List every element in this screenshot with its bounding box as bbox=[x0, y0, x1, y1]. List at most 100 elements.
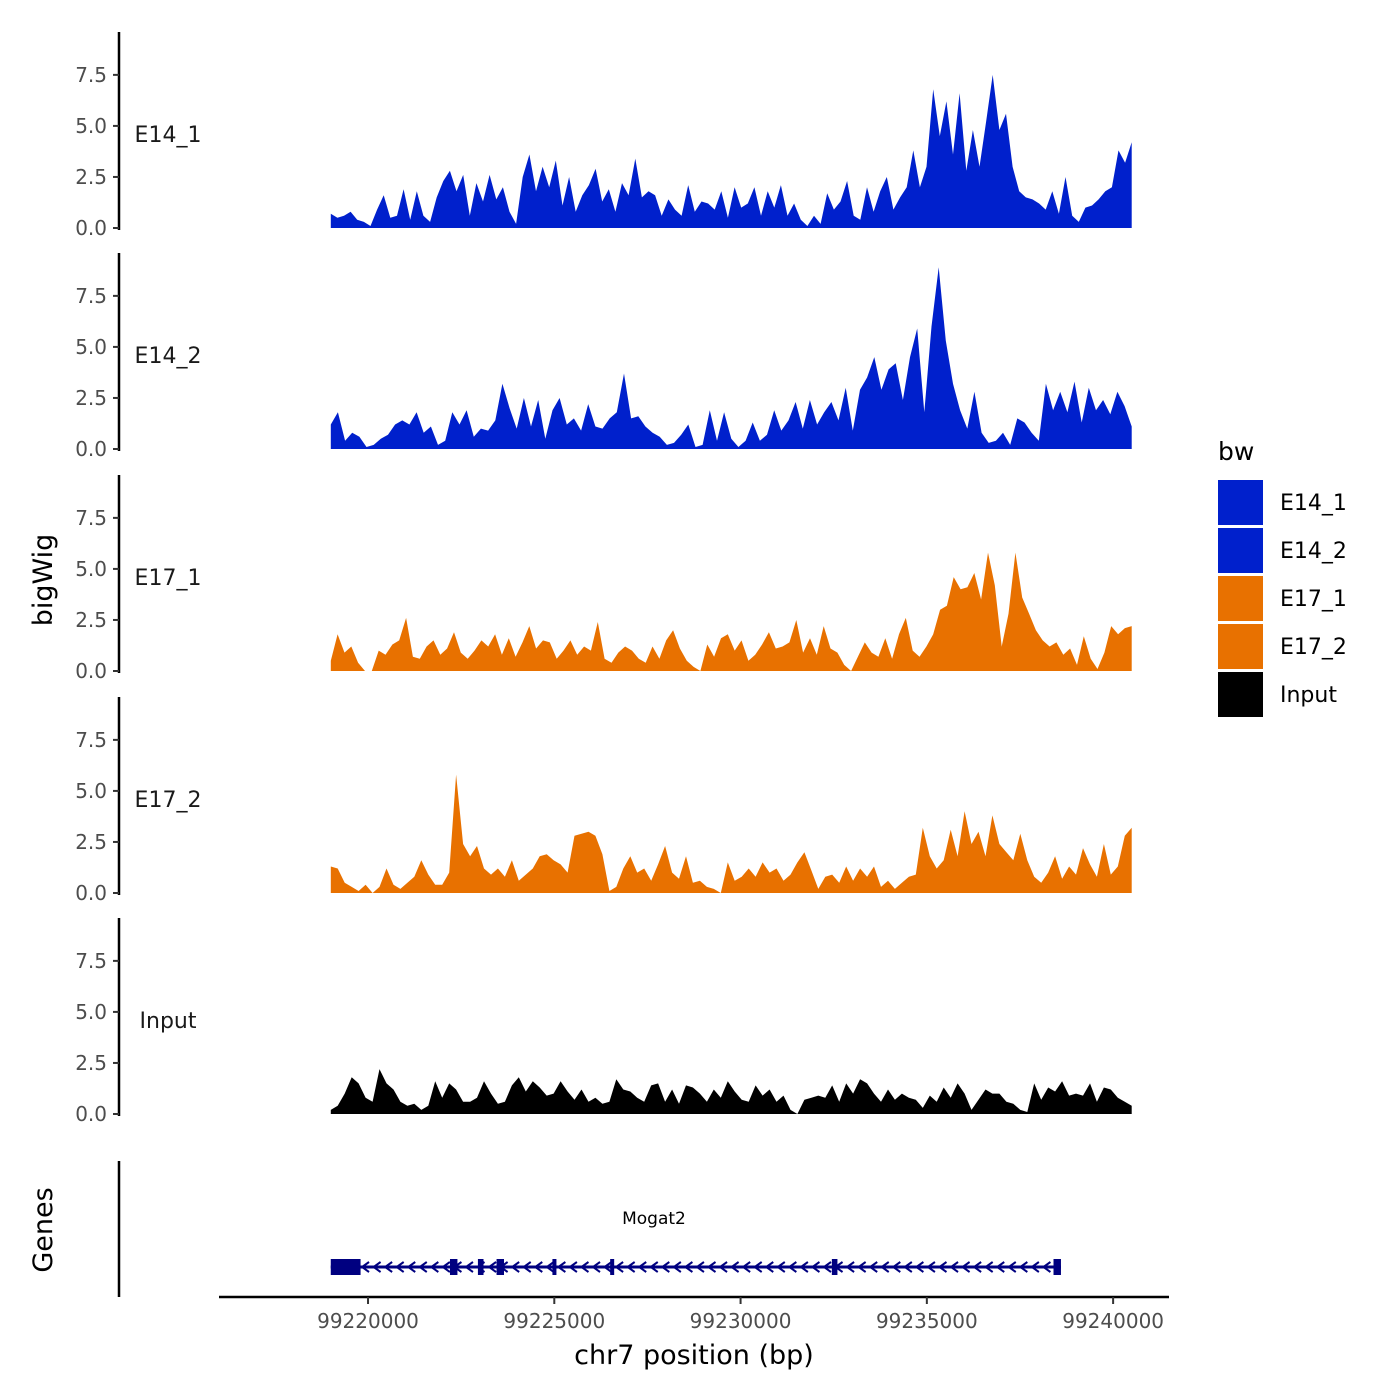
strand-chevron bbox=[441, 1261, 451, 1273]
strand-chevron bbox=[914, 1261, 924, 1273]
strand-chevron bbox=[602, 1261, 613, 1273]
strand-chevron bbox=[406, 1261, 416, 1273]
legend-swatch-e14_1 bbox=[1218, 480, 1263, 525]
strand-chevron bbox=[568, 1261, 578, 1273]
track-e14_2: 0.0 2.5 5.0 7.5 E14_2 bbox=[75, 253, 1132, 461]
strand-chevron bbox=[903, 1261, 913, 1273]
strand-chevron bbox=[880, 1261, 890, 1273]
gene-name-label: Mogat2 bbox=[622, 1209, 686, 1229]
strand-chevron bbox=[545, 1261, 555, 1273]
strand-chevron bbox=[660, 1261, 670, 1273]
strand-chevron bbox=[718, 1261, 728, 1273]
strand-chevron bbox=[845, 1261, 855, 1273]
strand-chevron bbox=[868, 1261, 878, 1273]
strand-chevron bbox=[649, 1261, 659, 1273]
genes-track-label: Genes bbox=[28, 1187, 59, 1272]
track-e17_1: 0.0 2.5 5.0 7.5 E17_1 bbox=[75, 475, 1132, 683]
strand-chevron bbox=[741, 1261, 751, 1273]
gene-exon bbox=[477, 1259, 484, 1275]
track-input: 0.0 2.5 5.0 7.5 Input bbox=[75, 918, 1132, 1126]
coverage-area-input bbox=[330, 1069, 1132, 1114]
x-tick-label: 99230000 bbox=[690, 1309, 792, 1333]
strand-chevron bbox=[672, 1261, 682, 1273]
strand-chevron bbox=[949, 1261, 959, 1273]
coverage-area-e17_1 bbox=[330, 552, 1132, 671]
strand-chevron bbox=[764, 1261, 774, 1273]
y-tick-label: 5.0 bbox=[75, 335, 107, 359]
strand-chevron bbox=[960, 1261, 971, 1273]
y-tick-label: 2.5 bbox=[75, 830, 107, 854]
strand-chevron bbox=[1030, 1261, 1040, 1273]
strand-chevron bbox=[995, 1261, 1005, 1273]
strand-chevron bbox=[371, 1261, 382, 1273]
legend-label: Input bbox=[1280, 683, 1337, 708]
x-tick-label: 99220000 bbox=[317, 1309, 419, 1333]
genes-panel bbox=[117, 1161, 1061, 1297]
track-label: E17_2 bbox=[135, 788, 202, 813]
strand-chevron bbox=[625, 1261, 636, 1273]
gene-exon bbox=[610, 1259, 615, 1275]
strand-chevron bbox=[360, 1261, 370, 1273]
strand-chevron bbox=[533, 1261, 543, 1273]
y-tick-label: 5.0 bbox=[75, 1000, 107, 1024]
legend-swatch-input bbox=[1218, 672, 1263, 717]
y-tick-label: 5.0 bbox=[75, 557, 107, 581]
strand-chevron bbox=[637, 1261, 647, 1273]
legend-title: bw bbox=[1218, 437, 1254, 466]
y-tick-label: 2.5 bbox=[75, 386, 107, 410]
strand-chevron bbox=[891, 1261, 901, 1273]
strand-chevron bbox=[614, 1261, 624, 1273]
strand-chevron bbox=[591, 1261, 601, 1273]
legend-label: E17_2 bbox=[1280, 635, 1347, 660]
gene-exon bbox=[449, 1259, 458, 1275]
strand-chevron bbox=[522, 1261, 532, 1273]
strand-chevron bbox=[556, 1261, 566, 1273]
y-tick-label: 7.5 bbox=[75, 284, 107, 308]
gene-exon bbox=[552, 1259, 557, 1275]
legend-label: E14_1 bbox=[1280, 491, 1347, 516]
coverage-area-e14_1 bbox=[330, 74, 1132, 229]
track-label: E14_1 bbox=[135, 123, 202, 148]
y-axis-title: bigWig bbox=[28, 534, 59, 627]
track-e17_2: 0.0 2.5 5.0 7.5 E17_2 bbox=[75, 697, 1132, 905]
x-axis-title: chr7 position (bp) bbox=[574, 1340, 814, 1371]
y-tick-label: 7.5 bbox=[75, 728, 107, 752]
strand-chevron bbox=[487, 1261, 497, 1273]
coverage-area-e14_2 bbox=[330, 267, 1132, 449]
strand-chevron bbox=[810, 1261, 821, 1273]
legend-label: E14_2 bbox=[1280, 539, 1347, 564]
y-tick-label: 7.5 bbox=[75, 63, 107, 87]
x-tick-label: 99240000 bbox=[1062, 1309, 1164, 1333]
strand-chevron bbox=[1018, 1261, 1028, 1273]
y-tick-label: 0.0 bbox=[75, 881, 107, 905]
gene-exon bbox=[831, 1259, 838, 1275]
y-tick-label: 2.5 bbox=[75, 608, 107, 632]
strand-chevron bbox=[695, 1261, 705, 1273]
track-label: E17_1 bbox=[135, 566, 202, 591]
strand-chevron bbox=[579, 1261, 590, 1273]
coverage-tracks: 0.0 2.5 5.0 7.5 E14_1 0.0 2.5 5.0 7.5 E14_2 0.0 2.5… bbox=[75, 32, 1132, 1126]
strand-chevron bbox=[683, 1261, 693, 1273]
legend-swatch-e17_1 bbox=[1218, 576, 1263, 621]
strand-chevron bbox=[972, 1261, 982, 1273]
gene-exon bbox=[1053, 1259, 1061, 1275]
y-tick-label: 2.5 bbox=[75, 1051, 107, 1075]
strand-chevron bbox=[822, 1261, 832, 1273]
x-tick-label: 99225000 bbox=[503, 1309, 605, 1333]
strand-chevron bbox=[383, 1261, 393, 1273]
strand-chevron bbox=[776, 1261, 786, 1273]
strand-chevron bbox=[418, 1261, 428, 1273]
strand-chevron bbox=[856, 1261, 867, 1273]
strand-chevron bbox=[729, 1261, 740, 1273]
coverage-area-e17_2 bbox=[330, 774, 1132, 893]
y-tick-label: 7.5 bbox=[75, 949, 107, 973]
y-tick-label: 5.0 bbox=[75, 114, 107, 138]
strand-chevron bbox=[937, 1261, 948, 1273]
strand-chevron bbox=[926, 1261, 936, 1273]
gene-exon bbox=[330, 1259, 361, 1275]
strand-chevron bbox=[706, 1261, 717, 1273]
legend-swatch-e17_2 bbox=[1218, 624, 1263, 669]
x-tick-label: 99235000 bbox=[876, 1309, 978, 1333]
y-tick-label: 5.0 bbox=[75, 779, 107, 803]
